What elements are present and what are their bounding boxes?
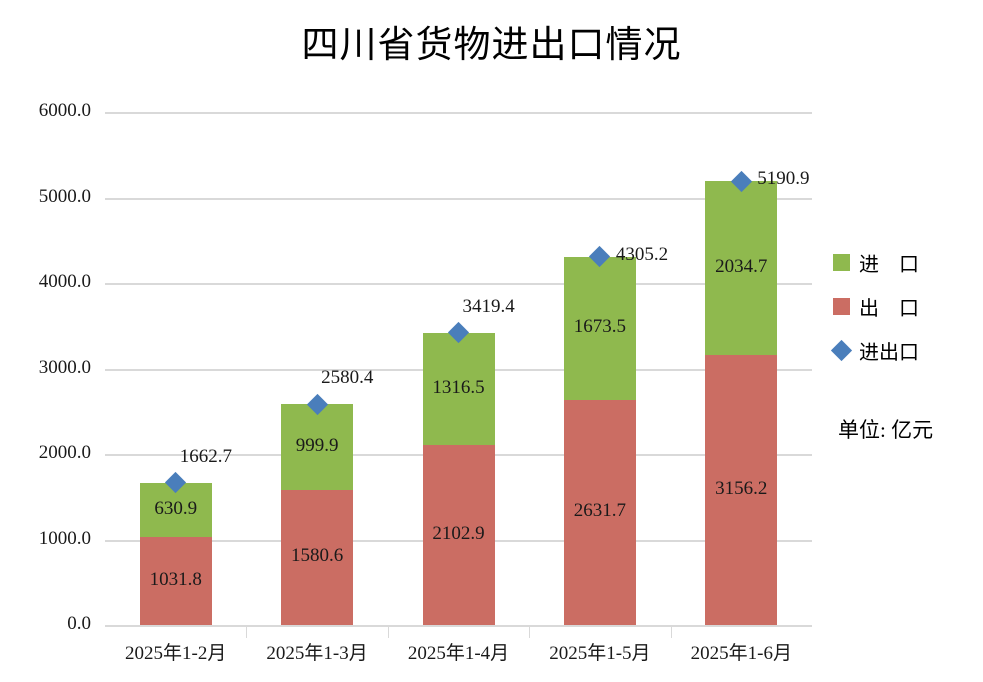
unit-note: 单位: 亿元 [838, 418, 934, 442]
y-axis-tick-label: 4000.0 [38, 271, 91, 292]
x-axis-category-label: 2025年1-3月 [266, 643, 368, 664]
y-axis-tick-label: 5000.0 [38, 185, 91, 207]
y-axis-tick-label: 1000.0 [38, 527, 91, 549]
y-axis-tick-label: 3000.0 [38, 356, 91, 378]
category-tick [529, 627, 531, 638]
x-axis-category-label: 2025年1-4月 [407, 643, 510, 664]
y-axis-tick-label: 2000.0 [38, 442, 91, 463]
bar-segment-import[interactable] [281, 404, 354, 490]
x-axis-category-label: 2025年1-6月 [690, 643, 792, 664]
x-axis-category-label: 2025年1-2月 [125, 643, 227, 664]
bar-segment-export[interactable] [139, 536, 212, 625]
bar-segment-import[interactable] [422, 332, 495, 446]
total-diamond-marker-icon [830, 339, 853, 361]
gridline [105, 197, 812, 200]
x-axis-line [105, 625, 812, 627]
total-value-label: 2580.4 [321, 367, 374, 389]
gridline [105, 283, 812, 285]
legend-label-total: 进出口 [859, 341, 919, 364]
bar-segment-export[interactable] [422, 445, 495, 625]
x-axis-category-label: 2025年1-5月 [549, 643, 651, 664]
chart-legend: 进 口 出 口 进出口 [830, 240, 978, 372]
total-value-label: 5190.9 [757, 168, 810, 190]
chart-title: 四川省货物进出口情况 [301, 25, 682, 66]
legend-label-import: 进 口 [859, 253, 919, 276]
bar-segment-import[interactable] [705, 181, 778, 356]
bar-segment-export[interactable] [563, 399, 636, 625]
category-tick [246, 627, 248, 638]
legend-item-total[interactable]: 进出口 [830, 328, 978, 372]
bar-segment-export[interactable] [281, 489, 354, 625]
category-tick [670, 627, 672, 638]
legend-label-export: 出 口 [859, 297, 919, 320]
y-axis-tick-label: 0.0 [67, 613, 91, 634]
bar-segment-export[interactable] [705, 355, 778, 625]
total-value-label: 1662.7 [179, 445, 232, 467]
category-tick [387, 627, 389, 638]
y-axis-tick-label: 6000.0 [38, 100, 91, 121]
export-color-swatch-icon [833, 297, 850, 315]
import-color-swatch-icon [833, 253, 850, 271]
total-value-label: 3419.4 [462, 295, 515, 317]
gridline [105, 112, 812, 114]
legend-item-import[interactable]: 进 口 [833, 240, 978, 284]
total-value-label: 4305.2 [615, 243, 669, 265]
legend-item-export[interactable]: 出 口 [833, 284, 978, 328]
bar-segment-import[interactable] [563, 256, 636, 400]
